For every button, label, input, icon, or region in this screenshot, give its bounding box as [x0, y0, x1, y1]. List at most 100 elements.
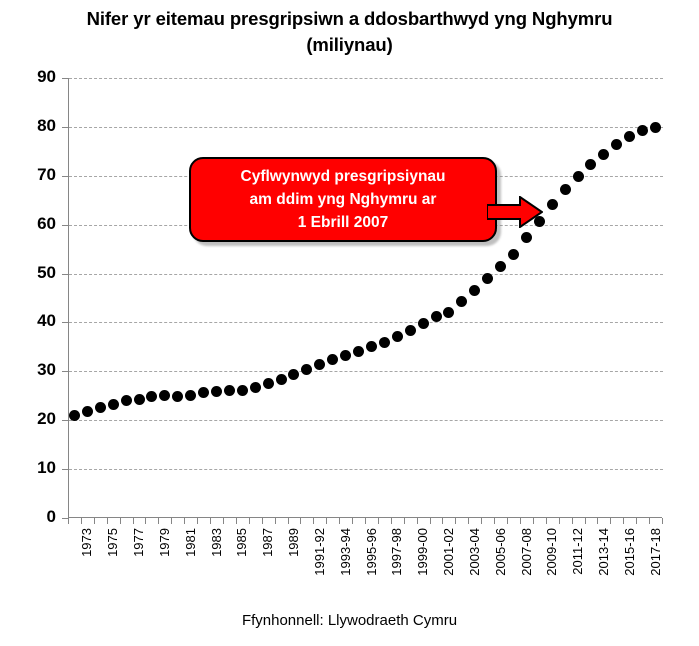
x-axis-tick [519, 518, 521, 524]
x-axis-label: 2011-12 [570, 528, 586, 575]
x-axis-tick [68, 518, 69, 524]
data-point [624, 131, 636, 143]
x-axis-label: 2009-10 [544, 528, 560, 576]
annotation-line-2: am ddim yng Nghymru ar [249, 191, 437, 208]
data-point [198, 387, 210, 399]
x-axis-label: 1987 [260, 528, 276, 557]
gridline [69, 322, 663, 324]
y-axis-tick [62, 322, 68, 324]
gridline [69, 273, 663, 275]
x-axis-tick [507, 518, 509, 524]
x-axis-tick [416, 518, 418, 524]
data-point [391, 331, 403, 343]
x-axis-tick [429, 518, 431, 524]
data-point [81, 405, 93, 417]
x-axis-tick [442, 518, 444, 524]
x-axis-tick [610, 518, 612, 524]
y-axis-tick [62, 224, 68, 226]
data-point [546, 198, 558, 210]
x-axis-label: 1993-94 [337, 528, 353, 576]
x-axis-label: 2003-04 [466, 528, 482, 576]
x-axis-tick [145, 518, 147, 524]
y-axis-label: 70 [37, 164, 56, 184]
x-axis-tick [584, 518, 586, 524]
x-axis-tick [210, 518, 212, 524]
x-axis-tick [171, 518, 173, 524]
gridline [69, 420, 663, 422]
x-axis-tick [300, 518, 302, 524]
plot-area [68, 78, 663, 518]
x-axis-tick [197, 518, 199, 524]
y-axis-label: 90 [37, 67, 56, 86]
x-axis-tick [636, 518, 638, 524]
x-axis-tick [80, 518, 82, 524]
x-axis-tick [274, 518, 276, 524]
data-point [223, 385, 235, 397]
chart-title-line-1: Nifer yr eitemau presgripsiwn a ddosbart… [86, 8, 613, 29]
annotation-box: Cyflwynwyd presgripsiynau am ddim yng Ng… [189, 157, 497, 242]
x-axis-tick [455, 518, 457, 524]
data-point [262, 377, 274, 389]
x-axis-tick [377, 518, 379, 524]
x-axis-tick [532, 518, 534, 524]
x-axis-tick [93, 518, 95, 524]
y-axis-tick [62, 469, 68, 471]
y-axis-tick [62, 371, 68, 373]
x-axis-label: 1973 [79, 528, 95, 557]
x-axis-tick [571, 518, 573, 524]
x-axis-tick [158, 518, 160, 524]
data-point [598, 148, 610, 160]
x-axis-label: 1995-96 [363, 528, 379, 576]
data-point [301, 364, 313, 376]
x-axis-tick [662, 518, 663, 524]
x-axis-label: 2005-06 [492, 528, 508, 576]
data-point [430, 311, 442, 323]
y-axis-label: 50 [37, 262, 56, 282]
data-point [159, 390, 171, 402]
data-point [611, 139, 623, 151]
y-axis-tick [62, 518, 68, 519]
data-point [249, 381, 261, 393]
data-point [340, 349, 352, 361]
x-axis-tick [222, 518, 224, 524]
data-point [404, 325, 416, 337]
data-point [275, 373, 287, 385]
x-axis-label: 1991-92 [311, 528, 327, 576]
x-axis-tick [365, 518, 366, 524]
y-axis-label: 40 [37, 311, 56, 331]
x-axis-tick [184, 518, 186, 524]
x-axis-label: 1979 [156, 528, 172, 557]
x-axis-label: 2007-08 [518, 528, 534, 576]
gridline [69, 371, 663, 373]
data-point [327, 353, 339, 365]
x-axis-tick [649, 518, 651, 524]
x-axis-tick [390, 518, 392, 524]
data-point [353, 345, 365, 357]
data-point [94, 402, 106, 413]
x-axis-label: 2013-14 [595, 528, 611, 576]
data-point [107, 398, 119, 410]
data-point [637, 125, 649, 137]
data-point [314, 358, 326, 370]
y-axis-label: 80 [37, 115, 56, 135]
data-point [120, 395, 132, 407]
x-axis-label: 1999-00 [415, 528, 431, 576]
data-point [185, 389, 197, 401]
data-point [236, 384, 248, 396]
x-axis-tick [494, 518, 496, 524]
y-axis-label: 30 [37, 360, 56, 380]
y-axis-tick [62, 78, 68, 79]
source-note: Ffynhonnell: Llywodraeth Cymru [241, 612, 458, 629]
data-point [172, 390, 184, 402]
chart-title: Nifer yr eitemau presgripsiwn a ddosbart… [0, 6, 699, 58]
x-axis-tick [597, 518, 599, 524]
data-point [469, 284, 481, 296]
gridline [69, 469, 663, 471]
data-point [68, 409, 80, 421]
x-axis-label: 1975 [105, 528, 121, 557]
annotation-line-1: Cyflwynwyd presgripsiynau [240, 168, 446, 185]
x-axis-tick [248, 518, 250, 524]
x-axis-label: 1983 [208, 528, 224, 557]
y-axis-label: 20 [37, 409, 56, 429]
